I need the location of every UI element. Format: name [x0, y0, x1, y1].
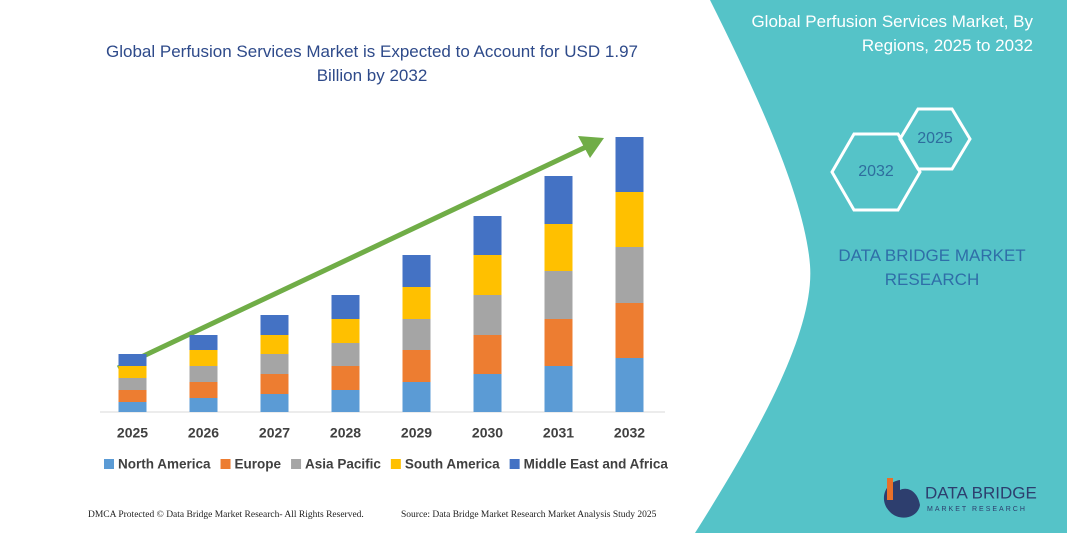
- x-tick-label: 2030: [472, 425, 503, 441]
- x-tick-label: 2028: [330, 425, 361, 441]
- trend-arrow: [116, 143, 590, 371]
- bar-segment: [260, 374, 289, 394]
- legend-label: Asia Pacific: [305, 457, 381, 472]
- bar-segment: [473, 255, 502, 295]
- bar-segment: [615, 247, 644, 303]
- x-tick-label: 2032: [614, 425, 645, 441]
- x-tick-label: 2029: [401, 425, 432, 441]
- x-tick-label: 2031: [543, 425, 574, 441]
- bar-segment: [260, 394, 289, 412]
- logo-icon: [887, 478, 893, 500]
- bar-segment: [118, 402, 147, 412]
- bar-segment: [118, 378, 147, 390]
- arrow-head: [578, 136, 604, 158]
- bar-segment: [331, 295, 360, 319]
- side-panel: [695, 0, 1067, 533]
- logo-tagline: MARKET RESEARCH: [927, 506, 1027, 513]
- bar-segment: [189, 398, 218, 412]
- bar-segment: [402, 287, 431, 319]
- bar-segment: [544, 319, 573, 366]
- bar-segment: [118, 366, 147, 378]
- bar-segment: [544, 176, 573, 224]
- panel-title: Global Perfusion Services Market, By Reg…: [751, 12, 1033, 55]
- bar-segment: [615, 358, 644, 412]
- panel-brand: DATA BRIDGE MARKET RESEARCH: [838, 246, 1026, 289]
- legend-swatch: [104, 459, 114, 469]
- hexagon-label: 2025: [917, 130, 953, 147]
- dmca-note: DMCA Protected © Data Bridge Market Rese…: [88, 509, 364, 520]
- chart-title: Global Perfusion Services Market is Expe…: [106, 42, 638, 85]
- bar-segment: [402, 255, 431, 287]
- bar-segment: [189, 366, 218, 382]
- bar-segment: [544, 271, 573, 319]
- hexagon: [830, 132, 922, 212]
- bar-segment: [615, 303, 644, 358]
- bar-segment: [331, 390, 360, 412]
- bar-segment: [331, 366, 360, 390]
- bar-segment: [544, 224, 573, 271]
- legend-swatch: [291, 459, 302, 469]
- bar-segment: [331, 319, 360, 343]
- bar-segment: [402, 382, 431, 412]
- bar-segment: [473, 295, 502, 335]
- bar-segment: [260, 335, 289, 354]
- legend-swatch: [509, 459, 520, 469]
- bar-segment: [473, 335, 502, 374]
- x-tick-label: 2025: [117, 425, 148, 441]
- bar-segment: [260, 354, 289, 374]
- bar-segment: [473, 216, 502, 255]
- hexagon: [898, 107, 972, 171]
- x-tick-label: 2026: [188, 425, 219, 441]
- bar-segment: [331, 343, 360, 366]
- source-note: Source: Data Bridge Market Research Mark…: [401, 510, 657, 520]
- legend-swatch: [220, 459, 231, 469]
- legend-swatch: [390, 459, 401, 469]
- bar-segment: [189, 335, 218, 350]
- bar-segment: [260, 315, 289, 335]
- legend-label: North America: [118, 457, 211, 472]
- logo-name: DATA BRIDGE: [925, 483, 1037, 502]
- x-tick-label: 2027: [259, 425, 290, 441]
- bar-segment: [402, 350, 431, 382]
- bar-segment: [189, 350, 218, 366]
- bar-segment: [118, 354, 147, 366]
- legend-label: Europe: [235, 457, 282, 472]
- bar-segment: [544, 366, 573, 412]
- legend-label: South America: [405, 457, 500, 472]
- bar-segment: [615, 192, 644, 247]
- hexagon-label: 2032: [858, 163, 894, 180]
- bar-segment: [402, 319, 431, 350]
- bar-segment: [118, 390, 147, 402]
- legend-label: Middle East and Africa: [524, 457, 669, 472]
- bar-segment: [189, 382, 218, 398]
- bar-segment: [615, 137, 644, 192]
- bar-segment: [473, 374, 502, 412]
